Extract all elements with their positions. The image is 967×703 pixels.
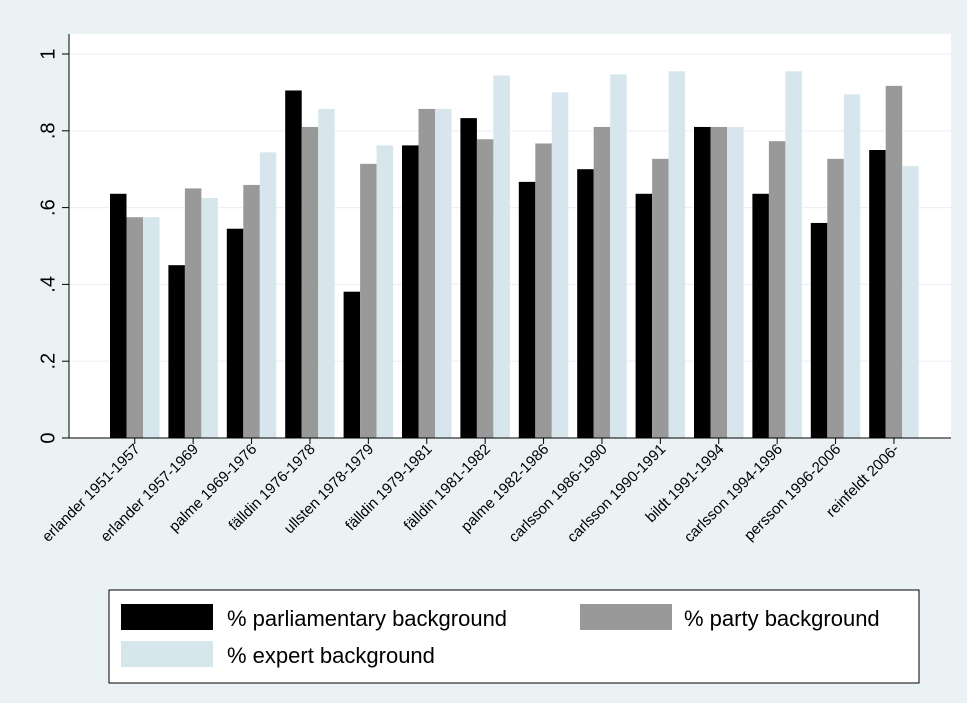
bar-expert	[610, 74, 627, 439]
bar-expert	[376, 145, 394, 438]
bar-party	[418, 108, 435, 439]
y-tick-label: .6	[37, 199, 59, 216]
bar-party	[768, 141, 786, 438]
y-tick-label: 1	[37, 48, 59, 59]
bar-expert	[668, 71, 686, 438]
y-axis: 0 .2 .4 .6 .8 1	[37, 34, 70, 444]
legend: % parliamentary background % party backg…	[108, 589, 920, 684]
bar-expert	[727, 126, 744, 439]
bar-party	[535, 143, 552, 439]
bar-expert	[785, 71, 802, 438]
legend-swatch-expert	[121, 641, 213, 667]
bar-expert	[843, 94, 861, 438]
bar-parliamentary	[460, 118, 477, 439]
bar-party	[126, 217, 143, 438]
bar-party	[476, 139, 494, 439]
y-tick-label: .2	[37, 353, 59, 370]
bar-parliamentary	[226, 228, 244, 438]
legend-box	[108, 589, 920, 684]
bar-expert	[143, 217, 160, 438]
bar-parliamentary	[635, 193, 653, 438]
bar-expert	[201, 198, 218, 438]
legend-label-party: % party background	[684, 606, 880, 631]
y-tick-label: 0	[37, 432, 59, 443]
legend-label-expert: % expert background	[227, 643, 435, 668]
bar-expert	[259, 152, 277, 438]
bar-parliamentary	[869, 150, 886, 438]
bar-party	[710, 126, 727, 439]
bar-parliamentary	[285, 90, 302, 438]
bars	[110, 71, 919, 439]
bar-parliamentary	[168, 265, 185, 438]
bar-parliamentary	[577, 169, 594, 438]
bar-party	[593, 126, 611, 439]
bar-party	[184, 188, 202, 438]
bar-expert	[902, 166, 919, 439]
bar-parliamentary	[752, 193, 769, 438]
bar-expert	[318, 108, 335, 439]
bar-parliamentary	[518, 181, 536, 438]
bar-party	[885, 85, 903, 438]
bar-party	[827, 158, 844, 438]
bar-expert	[551, 92, 569, 439]
legend-label-parliamentary: % parliamentary background	[227, 606, 507, 631]
y-tick-label: .8	[37, 122, 59, 139]
bar-parliamentary	[810, 222, 828, 438]
legend-swatch-parliamentary	[121, 604, 213, 630]
bar-party	[243, 184, 260, 438]
y-tick-label: .4	[37, 276, 59, 293]
bar-expert	[493, 75, 510, 438]
bar-parliamentary	[694, 126, 711, 439]
bar-party	[301, 126, 319, 439]
bar-parliamentary	[110, 193, 127, 438]
bar-party	[652, 158, 669, 438]
bar-parliamentary	[402, 145, 419, 438]
bar-expert	[435, 108, 452, 439]
bar-parliamentary	[343, 291, 361, 438]
bar-party	[360, 163, 377, 438]
legend-swatch-party	[580, 604, 672, 630]
